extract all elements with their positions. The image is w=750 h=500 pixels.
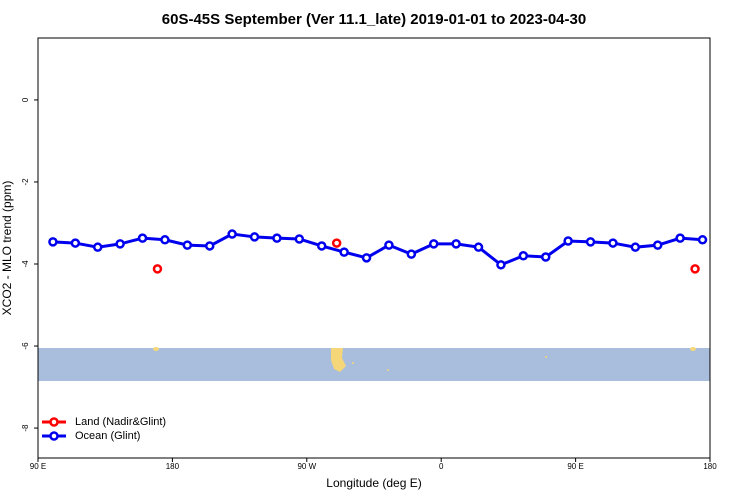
- point: [182, 240, 193, 250]
- point: [406, 249, 417, 259]
- point: [652, 240, 663, 250]
- point: [518, 251, 529, 261]
- y-axis-label: XCO2 - MLO trend (ppm): [0, 181, 14, 316]
- point: [451, 239, 461, 249]
- point: [496, 260, 506, 270]
- point: [585, 237, 596, 247]
- legend-marker: [49, 431, 59, 441]
- legend-marker: [49, 417, 59, 427]
- point: [339, 247, 349, 257]
- y-tick-label: 0: [21, 97, 30, 102]
- y-tick-label: -4: [21, 260, 30, 268]
- point: [160, 235, 170, 245]
- map-band: [38, 348, 710, 381]
- point: [697, 235, 708, 245]
- point: [540, 252, 551, 262]
- x-tick-label: 90 E: [567, 462, 583, 471]
- point: [294, 234, 305, 244]
- chart-title: 60S-45S September (Ver 11.1_late) 2019-0…: [162, 11, 586, 28]
- point: [563, 236, 573, 246]
- point: [92, 242, 103, 252]
- point: [152, 264, 163, 274]
- point: [227, 229, 237, 239]
- point: [316, 241, 327, 251]
- x-tick-label: 180: [166, 462, 180, 471]
- plot-frame: [37, 37, 711, 459]
- point: [115, 239, 125, 249]
- point: [473, 242, 484, 252]
- point: [608, 238, 618, 248]
- x-tick-label: 180: [703, 462, 717, 471]
- land-shapes: [153, 347, 696, 372]
- legend-label: Ocean (Glint): [75, 430, 140, 442]
- point: [428, 239, 439, 249]
- legend-label: Land (Nadir&Glint): [75, 416, 166, 428]
- point: [384, 240, 394, 250]
- y-tick-label: -8: [21, 424, 30, 432]
- point: [249, 232, 260, 242]
- point: [361, 253, 372, 263]
- point: [272, 233, 282, 243]
- x-axis-label: Longitude (deg E): [326, 476, 421, 490]
- point: [690, 264, 700, 274]
- y-tick-label: -2: [21, 178, 30, 186]
- x-tick-label: 90 E: [30, 462, 46, 471]
- point: [137, 233, 148, 243]
- point: [70, 238, 81, 248]
- point: [48, 237, 58, 247]
- point: [204, 241, 215, 251]
- x-tick-label: 0: [439, 462, 444, 471]
- x-tick-label: 90 W: [297, 462, 316, 471]
- y-tick-label: -6: [21, 342, 30, 350]
- point: [675, 233, 685, 243]
- series-line: [52, 232, 703, 267]
- point: [630, 242, 641, 252]
- point: [331, 238, 342, 248]
